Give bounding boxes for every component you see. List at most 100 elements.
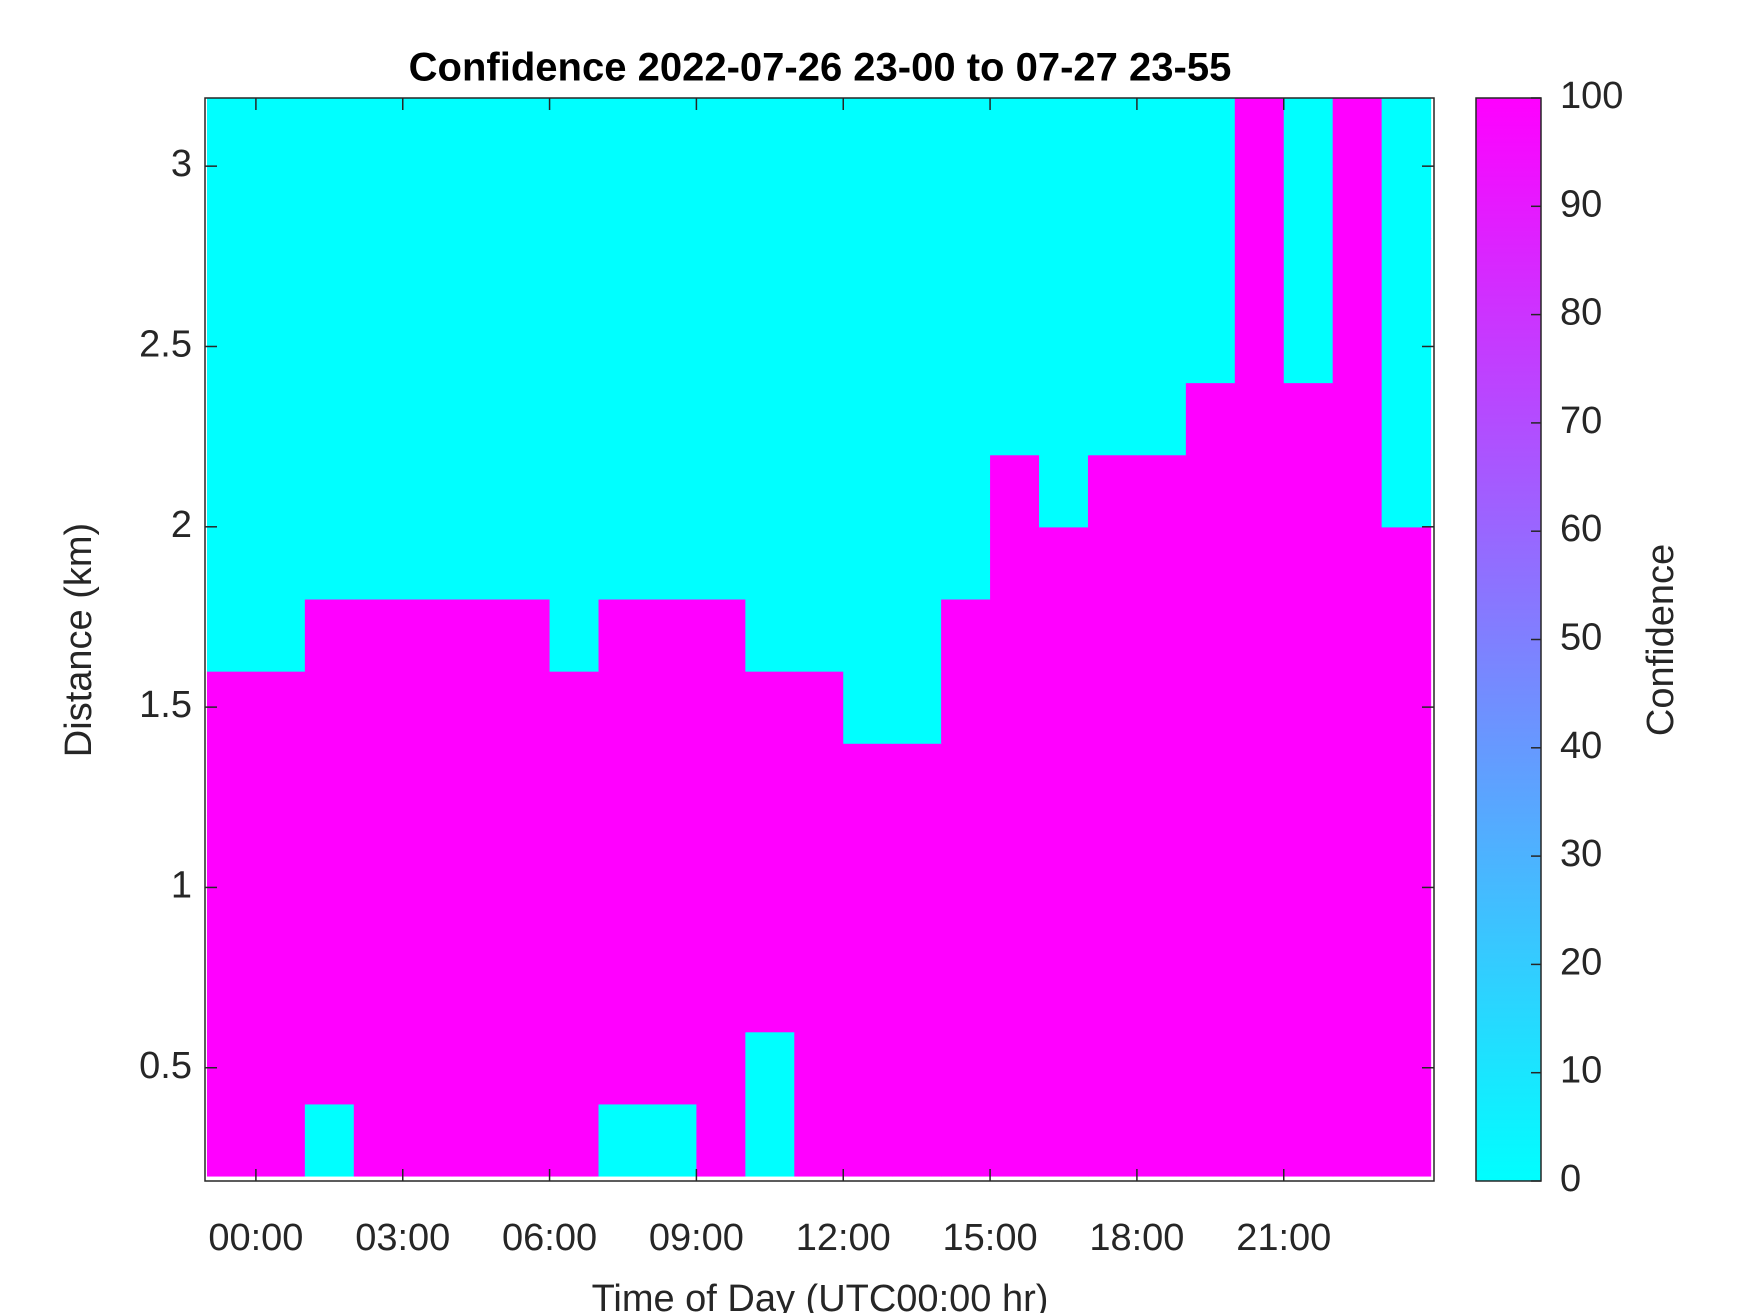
heatmap-cell xyxy=(892,98,942,167)
x-tick-label: 15:00 xyxy=(943,1217,1038,1259)
heatmap-cell xyxy=(304,1031,355,1105)
plot-frame xyxy=(204,97,1435,1182)
heatmap-cell xyxy=(1332,98,1383,167)
heatmap-cell xyxy=(1185,743,1236,816)
heatmap-cell xyxy=(745,98,795,167)
chart-title: Confidence 2022-07-26 23-00 to 07-27 23-… xyxy=(409,46,1232,90)
heatmap-cell xyxy=(745,454,795,528)
heatmap-cell xyxy=(598,598,649,672)
heatmap-cell xyxy=(549,98,600,167)
heatmap-cell xyxy=(990,454,1040,528)
heatmap-cell xyxy=(402,238,453,312)
x-tick-label: 09:00 xyxy=(649,1217,744,1259)
heatmap-cell xyxy=(549,310,600,384)
heatmap-cell xyxy=(1039,1103,1089,1177)
heatmap-cell xyxy=(696,526,746,600)
y-tick-label: 1.5 xyxy=(139,684,192,726)
colorbar-tick-label: 50 xyxy=(1560,617,1602,659)
x-tick-label: 21:00 xyxy=(1236,1217,1331,1259)
heatmap-cell xyxy=(353,815,404,889)
heatmap-cell xyxy=(696,671,746,744)
heatmap-cell xyxy=(304,238,355,312)
heatmap-cell xyxy=(1185,98,1236,167)
heatmap-cell xyxy=(500,382,551,456)
colorbar-tick-label: 70 xyxy=(1560,400,1602,442)
y-tick-label: 0.5 xyxy=(139,1045,192,1087)
heatmap-cell xyxy=(1234,887,1285,961)
heatmap-cell xyxy=(402,671,453,744)
heatmap-cell xyxy=(892,166,942,239)
heatmap-cell xyxy=(1283,166,1334,239)
heatmap-cell xyxy=(941,671,991,744)
heatmap-cell xyxy=(598,382,649,456)
heatmap-cell xyxy=(696,166,746,239)
heatmap-cell xyxy=(206,815,257,889)
heatmap-cell xyxy=(647,238,698,312)
heatmap-cell xyxy=(794,1031,844,1105)
heatmap-cell xyxy=(451,310,502,384)
heatmap-cell xyxy=(549,887,600,961)
heatmap-cell xyxy=(794,743,844,816)
heatmap-cell xyxy=(1283,98,1334,167)
heatmap-cell xyxy=(304,671,355,744)
heatmap-cell xyxy=(1381,815,1432,889)
heatmap-cell xyxy=(304,166,355,239)
heatmap-cell xyxy=(647,598,698,672)
heatmap-cell xyxy=(206,382,257,456)
heatmap-cell xyxy=(500,598,551,672)
heatmap-cell xyxy=(255,166,306,239)
heatmap-cell xyxy=(1185,526,1236,600)
heatmap-cell xyxy=(941,98,991,167)
heatmap-cell xyxy=(1039,598,1089,672)
heatmap-cell xyxy=(843,743,893,816)
colorbar-tick-label: 0 xyxy=(1560,1158,1581,1200)
heatmap-cell xyxy=(500,887,551,961)
heatmap-cell xyxy=(1087,1031,1138,1105)
heatmap-cell xyxy=(1039,887,1089,961)
heatmap-cell xyxy=(843,454,893,528)
colorbar-tick-label: 100 xyxy=(1560,75,1623,117)
heatmap-cell xyxy=(990,743,1040,816)
heatmap-cell xyxy=(1136,98,1187,167)
heatmap-cell xyxy=(745,1031,795,1105)
heatmap-cell xyxy=(1381,98,1432,167)
heatmap-cell xyxy=(304,959,355,1033)
heatmap-cell xyxy=(990,238,1040,312)
heatmap-cell xyxy=(206,1103,257,1177)
heatmap-cell xyxy=(794,887,844,961)
heatmap-cell xyxy=(990,1031,1040,1105)
heatmap-cell xyxy=(255,526,306,600)
heatmap-cell xyxy=(647,959,698,1033)
heatmap-cell xyxy=(255,887,306,961)
heatmap-cell xyxy=(353,671,404,744)
heatmap-cell xyxy=(402,166,453,239)
heatmap-cell xyxy=(451,238,502,312)
heatmap-cell xyxy=(696,1103,746,1177)
heatmap-cell xyxy=(549,166,600,239)
heatmap-cell xyxy=(892,815,942,889)
heatmap-cell xyxy=(402,887,453,961)
heatmap xyxy=(206,98,1432,1177)
heatmap-cell xyxy=(206,743,257,816)
heatmap-cell xyxy=(353,743,404,816)
heatmap-cell xyxy=(990,815,1040,889)
heatmap-cell xyxy=(843,671,893,744)
heatmap-cell xyxy=(990,382,1040,456)
heatmap-cell xyxy=(353,1031,404,1105)
heatmap-cell xyxy=(1234,598,1285,672)
heatmap-cell xyxy=(647,743,698,816)
heatmap-cell xyxy=(794,959,844,1033)
heatmap-cell xyxy=(745,382,795,456)
heatmap-cell xyxy=(1283,887,1334,961)
heatmap-cell xyxy=(304,1103,355,1177)
x-tick-label: 18:00 xyxy=(1089,1217,1184,1259)
heatmap-cell xyxy=(892,526,942,600)
heatmap-cell xyxy=(1283,1031,1334,1105)
heatmap-cell xyxy=(598,887,649,961)
heatmap-cell xyxy=(500,454,551,528)
heatmap-cell xyxy=(696,238,746,312)
heatmap-cell xyxy=(1332,671,1383,744)
heatmap-cell xyxy=(1332,815,1383,889)
heatmap-cell xyxy=(1087,887,1138,961)
